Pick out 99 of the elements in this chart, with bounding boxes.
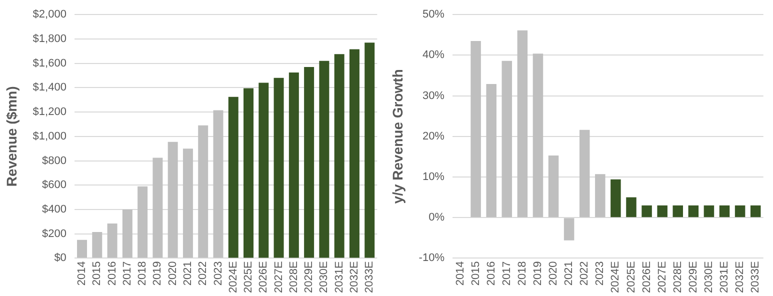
x-tick-label: 2026E — [258, 261, 270, 294]
x-tick-label: 2025E — [625, 261, 638, 294]
bar — [319, 60, 330, 258]
y-tick-label: $1,200 — [32, 106, 66, 118]
bar — [198, 125, 208, 258]
x-tick-label: 2021 — [182, 261, 194, 286]
bar — [672, 205, 684, 218]
y-tick-label: 20% — [422, 130, 445, 142]
bar — [626, 197, 636, 218]
x-tick-label: 2014 — [76, 261, 88, 286]
bar — [470, 40, 481, 218]
y-tick-label: $1,600 — [32, 57, 66, 70]
x-tick-label: 2027E — [272, 261, 285, 294]
x-tick-label: 2022 — [578, 261, 591, 286]
x-tick-label: 2020 — [548, 261, 560, 286]
bar — [258, 82, 269, 258]
x-tick-label: 2018 — [136, 261, 149, 286]
y-tick-label: $200 — [42, 228, 66, 240]
bar — [288, 72, 299, 258]
x-tick-label: 2015 — [470, 261, 482, 286]
bar — [92, 232, 102, 258]
x-tick-label: 2031E — [718, 261, 731, 294]
bar — [517, 30, 528, 218]
x-tick-label: 2024E — [227, 261, 240, 294]
x-tick-label: 2026E — [640, 261, 653, 294]
y-tick-label: $800 — [42, 154, 66, 167]
x-tick-label: 2024E — [610, 261, 622, 294]
bar — [213, 110, 224, 258]
y-tick-label: $600 — [42, 179, 66, 192]
bar — [704, 205, 714, 218]
bar — [168, 142, 178, 258]
y-tick-label: 30% — [422, 90, 445, 102]
x-tick-label: 2031E — [333, 261, 346, 294]
x-tick-label: 2030E — [318, 261, 330, 294]
bar — [244, 88, 254, 258]
x-tick-label: 2014 — [454, 261, 466, 286]
y-axis-title: y/y Revenue Growth — [389, 69, 406, 204]
x-tick-label: 2019 — [152, 261, 164, 286]
y-tick-label: 40% — [422, 49, 445, 62]
bar — [152, 158, 163, 258]
bar — [486, 84, 496, 218]
bar — [610, 179, 621, 218]
x-tick-label: 2023 — [212, 261, 224, 286]
x-tick-label: 2016 — [485, 261, 498, 286]
bar — [502, 60, 512, 218]
bar — [657, 205, 668, 218]
x-tick-label: 2032E — [348, 261, 360, 294]
x-tick-label: 2019 — [532, 261, 544, 286]
x-tick-label: 2030E — [702, 261, 715, 294]
x-tick-label: 2023 — [594, 261, 606, 286]
x-tick-label: 2017 — [121, 261, 134, 286]
bar — [349, 49, 360, 258]
x-tick-label: 2028E — [288, 261, 300, 294]
bar — [77, 240, 88, 258]
x-tick-label: 2029E — [303, 261, 316, 294]
bar — [750, 205, 761, 218]
bar — [122, 209, 132, 258]
y-tick-label: $0 — [54, 252, 66, 264]
bar — [138, 186, 148, 258]
x-tick-label: 2025E — [242, 261, 255, 294]
bar — [334, 54, 344, 258]
y-tick-label: $1,000 — [32, 130, 66, 142]
x-tick-label: 2018 — [516, 261, 528, 286]
y-tick-label: -10% — [418, 252, 445, 264]
y-tick-label: 50% — [422, 8, 445, 21]
bar — [688, 205, 699, 218]
bar — [719, 205, 730, 218]
y-tick-label: $1,800 — [32, 32, 66, 45]
x-tick-label: 2033E — [364, 261, 376, 294]
y-tick-label: $400 — [42, 204, 66, 216]
x-tick-label: 2016 — [106, 261, 118, 286]
x-tick-label: 2021 — [563, 261, 576, 286]
bar — [579, 130, 590, 218]
bar — [304, 66, 314, 258]
x-tick-label: 2020 — [166, 261, 179, 286]
bar — [107, 223, 118, 258]
bar — [734, 205, 746, 218]
x-tick-label: 2033E — [750, 261, 762, 294]
x-tick-label: 2029E — [687, 261, 700, 294]
y-tick-label: 10% — [422, 171, 445, 184]
y-tick-label: $1,400 — [32, 82, 66, 94]
bar — [548, 155, 559, 218]
x-tick-label: 2028E — [672, 261, 684, 294]
bar — [228, 96, 238, 258]
bar — [182, 148, 193, 258]
x-tick-label: 2027E — [656, 261, 668, 294]
bar — [642, 205, 652, 218]
y-tick-label: 0% — [428, 212, 445, 224]
y-axis-title: Revenue ($mn) — [3, 86, 20, 187]
y-tick-label: $2,000 — [32, 8, 66, 21]
x-tick-label: 2015 — [91, 261, 104, 286]
bar — [274, 78, 284, 258]
x-tick-label: 2032E — [734, 261, 746, 294]
bar — [364, 42, 375, 258]
bar — [595, 174, 606, 218]
x-tick-label: 2022 — [197, 261, 210, 286]
bar — [564, 218, 574, 240]
x-tick-label: 2017 — [500, 261, 513, 286]
bar — [532, 54, 544, 218]
